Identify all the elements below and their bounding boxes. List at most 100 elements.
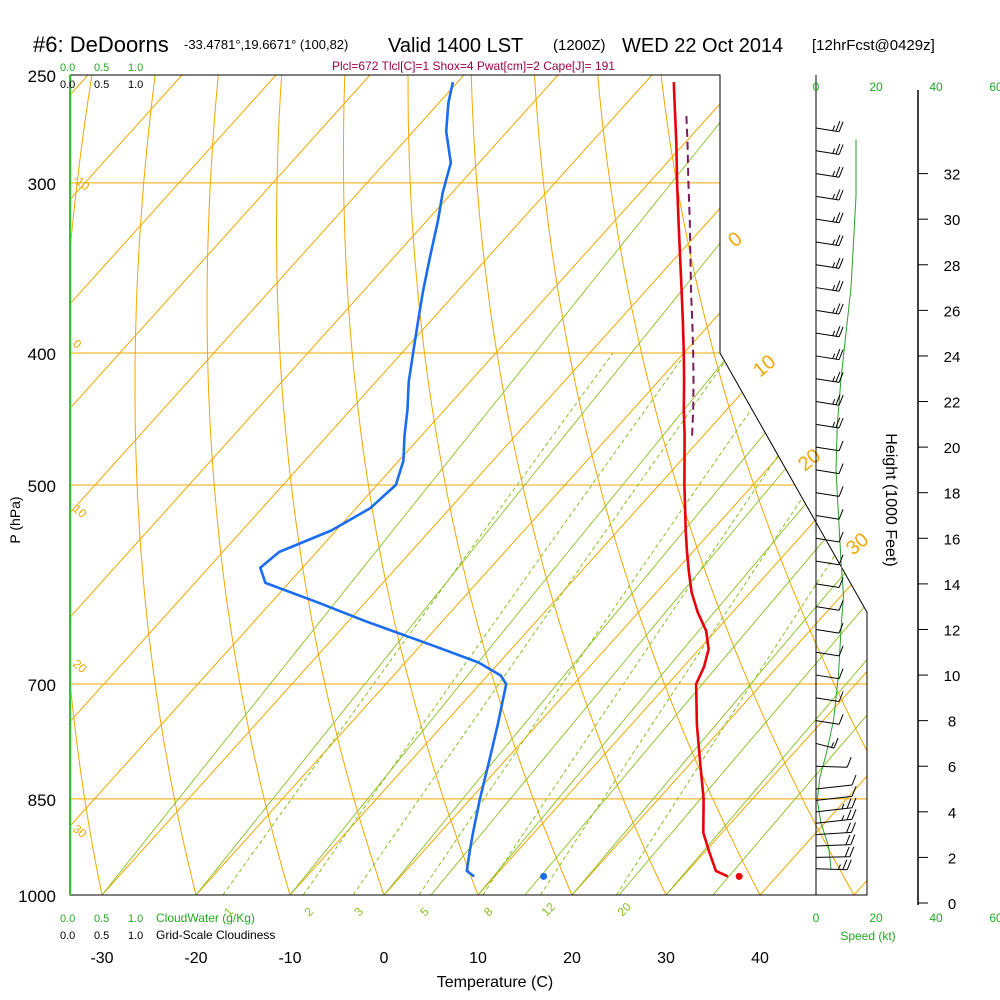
wind-barb-flag (838, 349, 844, 360)
dry-adiabat (134, 75, 197, 895)
dry-adiabat (534, 75, 761, 895)
height-tick-label: 12 (944, 622, 961, 639)
wind-barb (815, 264, 840, 269)
wind-panel (815, 75, 857, 895)
x-tick-label: -20 (184, 950, 207, 967)
height-tick-label: 26 (944, 303, 961, 320)
wind-barb-flag (832, 421, 836, 428)
x-tick-label: -30 (90, 950, 113, 967)
cloudiness-scale-1-bottom: 0.5 (94, 930, 109, 942)
speed-tick-bottom: 60 (989, 911, 1000, 925)
mixing-ratio-label: 2 (302, 904, 317, 919)
dry-adiabat (977, 75, 1000, 895)
wind-barb-flag (832, 307, 836, 314)
cloudwater-scale-1-bottom: 0.5 (94, 913, 109, 925)
wind-barb-flag (851, 822, 856, 833)
dry-adiabat (276, 75, 385, 895)
wind-barb-flag (851, 809, 857, 820)
wind-barb-flag (838, 372, 844, 383)
mixing-ratio-label: 8 (481, 904, 496, 919)
cloudwater-scale-2-top: 1.0 (128, 62, 143, 74)
height-tick-label: 24 (944, 349, 961, 366)
wind-barb (815, 127, 840, 133)
wind-barb-flag (835, 143, 841, 155)
dry-adiabat-label: 30 (70, 822, 89, 842)
dewpoint-line (258, 81, 508, 878)
valid-time: Valid 1400 LST (388, 35, 523, 57)
cloudiness-scale-0-top: 0.0 (60, 79, 75, 91)
cloudiness-label: Grid-Scale Cloudiness (156, 928, 275, 942)
wind-barb-flag (832, 399, 836, 405)
speed-tick-top: 20 (869, 80, 883, 94)
temperature-surface-dot (735, 872, 743, 880)
mixing-ratio-line (615, 352, 867, 895)
height-tick-label: 2 (948, 850, 956, 867)
x-tick-label: 0 (380, 950, 389, 967)
isotherm-label: 0 (724, 228, 747, 252)
wind-barb (815, 628, 840, 634)
wind-barb-flag (838, 554, 844, 565)
wind-barb (815, 856, 850, 858)
wind-barb (815, 446, 840, 452)
speed-tick-top: 40 (929, 80, 943, 94)
moist-adiabat (618, 75, 867, 895)
moist-adiabat (430, 75, 867, 895)
wind-barb (815, 218, 840, 224)
mixing-ratio-line (482, 352, 849, 895)
height-tick-label: 0 (948, 896, 956, 913)
height-tick-label: 20 (944, 440, 961, 457)
dry-adiabat (206, 75, 291, 895)
isotherm-line (853, 75, 867, 895)
height-tick-label: 28 (944, 258, 961, 275)
speed-tick-bottom: 0 (813, 911, 820, 925)
wind-barb (815, 309, 840, 315)
isotherm-label: 10 (749, 351, 780, 382)
mixing-ratio-label: 12 (539, 900, 559, 920)
wind-barb (815, 195, 840, 201)
chart-title: #6: DeDoorns (33, 32, 169, 57)
isotherm-line (383, 75, 867, 895)
wind-barb (815, 606, 840, 611)
wind-barb-flag (838, 395, 844, 406)
isotherm-line (665, 75, 867, 895)
height-tick-label: 30 (944, 212, 961, 229)
dry-adiabat (597, 75, 855, 895)
wind-barb (815, 401, 840, 406)
x-tick-label: 10 (469, 950, 487, 967)
isotherm-label: 20 (794, 445, 825, 476)
wind-barb-flag (835, 166, 841, 177)
location-text: -33.4781°,19.6671° (100,82) (184, 37, 348, 52)
wind-barb-flag (835, 212, 841, 223)
height-tick-label: 14 (944, 577, 961, 594)
wind-barb-flag (838, 668, 844, 679)
height-tick-label: 6 (948, 759, 956, 776)
wind-barb-flag (835, 326, 841, 337)
parcel-line (685, 116, 695, 436)
wind-barb-flag (838, 509, 844, 520)
height-axis-title: Height (1000 Feet) (882, 433, 899, 566)
cloudiness-scale-0-bottom: 0.0 (60, 930, 75, 942)
wind-barb-flag (835, 189, 841, 200)
cloudiness-scale-2-bottom: 1.0 (128, 930, 143, 942)
wind-barb-flag (831, 742, 834, 748)
isotherm-line (70, 75, 277, 895)
wind-barb-flag (838, 121, 844, 132)
wind-barb (815, 423, 840, 429)
indices-text: Plcl=672 Tlcl[C]=1 Shox=4 Pwat[cm]=2 Cap… (332, 59, 615, 73)
dewpoint-surface-dot (540, 872, 548, 880)
wind-barb-flag (832, 216, 836, 222)
wind-barb (815, 831, 852, 836)
wind-barb (815, 492, 840, 497)
wind-barb-flag (832, 285, 836, 291)
isotherm-line (70, 75, 747, 895)
dry-adiabat-label: -10 (70, 172, 93, 194)
cloudwater-scale-1-top: 0.5 (94, 62, 109, 74)
wind-barb-flag (832, 376, 836, 382)
dry-adiabat (342, 75, 479, 895)
isotherm-label: 30 (842, 529, 873, 560)
dry-adiabat (850, 75, 867, 895)
wind-barb-flag (851, 786, 857, 797)
wind-barb-flag (838, 235, 844, 246)
wind-barb-flag (846, 859, 852, 870)
